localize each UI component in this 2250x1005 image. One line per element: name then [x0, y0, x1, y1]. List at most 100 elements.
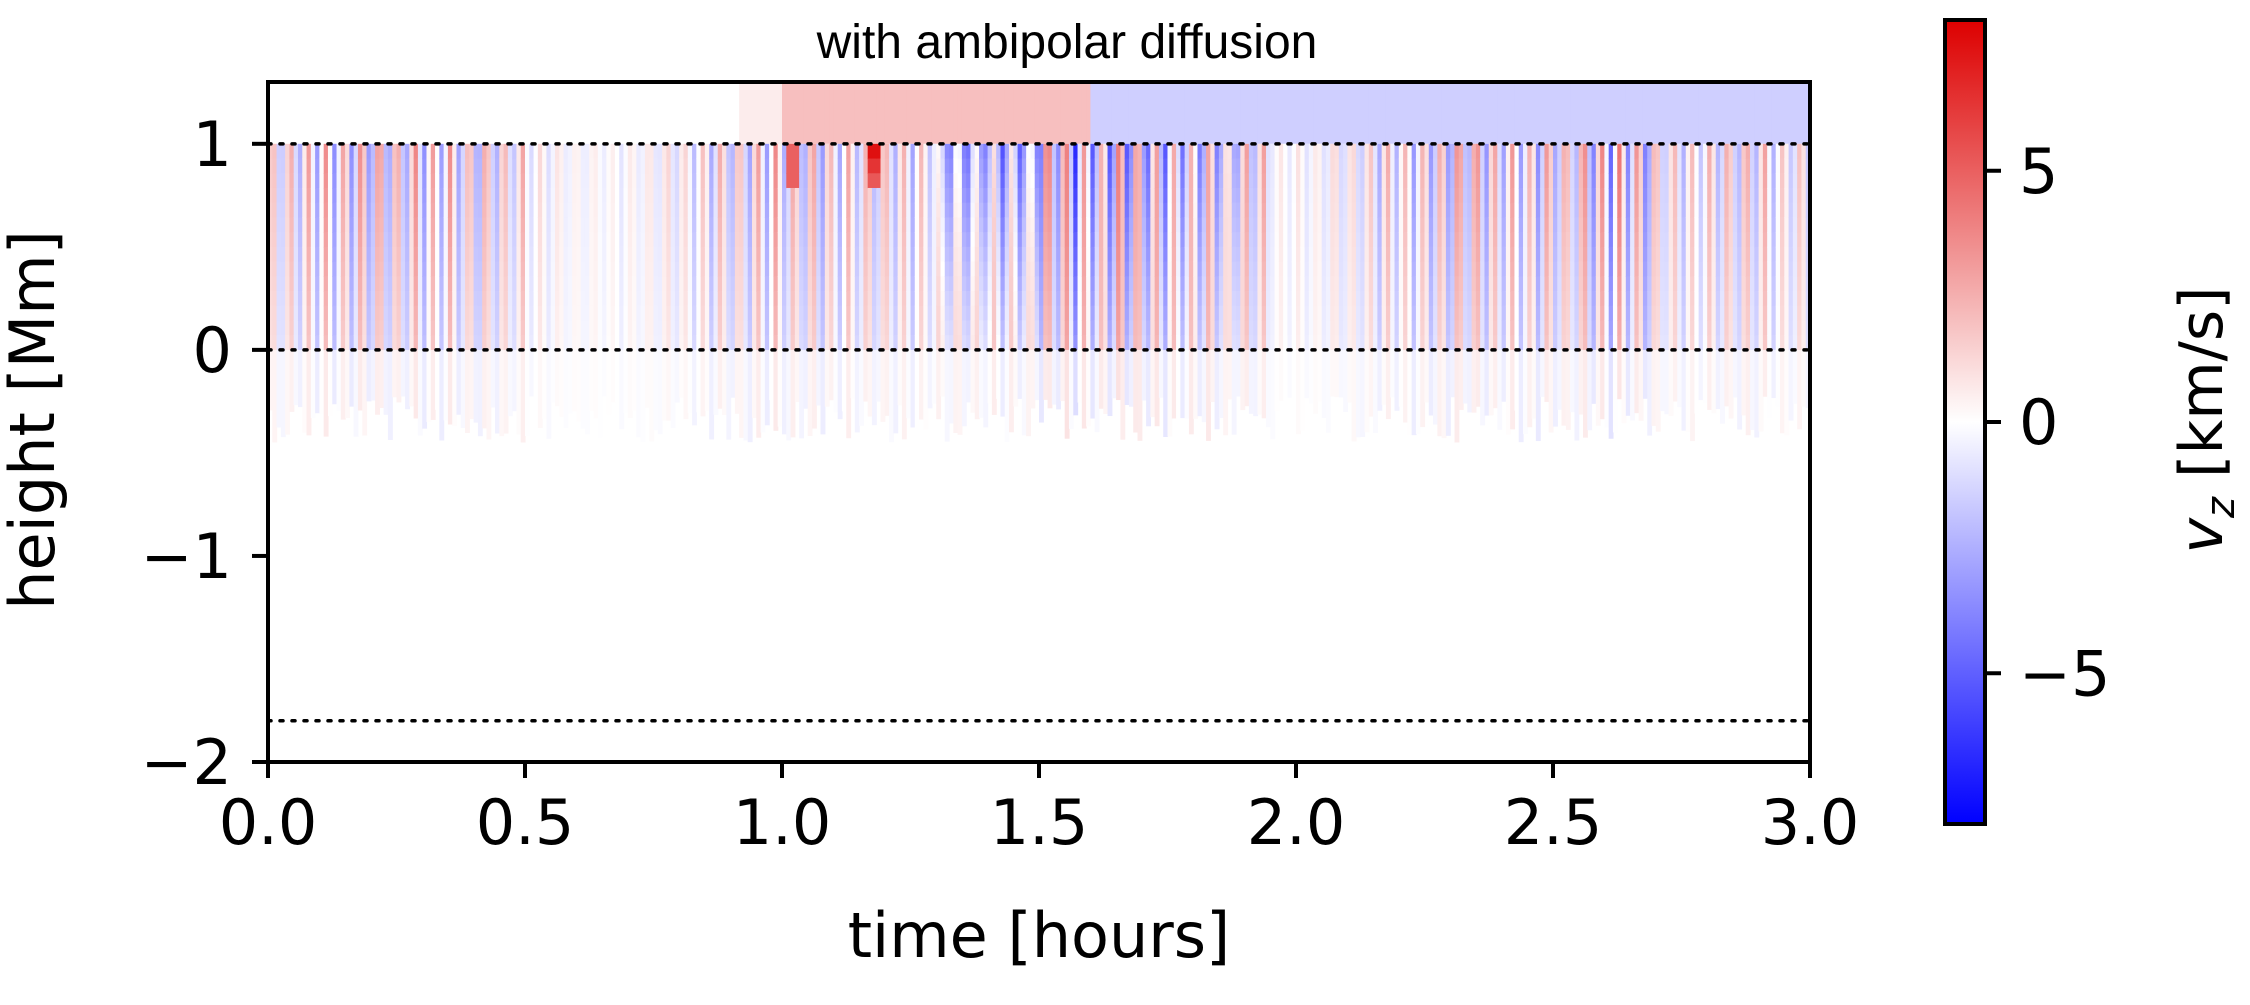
heatmap-cell	[876, 158, 882, 174]
heatmap-cell	[893, 143, 899, 160]
heatmap-cell	[1171, 202, 1177, 219]
heatmap-cell	[760, 335, 766, 351]
heatmap-cell	[559, 246, 565, 263]
heatmap-cell	[811, 305, 817, 322]
heatmap-cell	[400, 305, 406, 322]
heatmap-cell	[1424, 261, 1430, 277]
heatmap-cell	[516, 291, 522, 307]
heatmap-cell	[563, 349, 569, 429]
heatmap-cell	[319, 276, 325, 292]
heatmap-cell	[889, 217, 894, 233]
heatmap-cell	[837, 217, 843, 233]
heatmap-cell	[824, 158, 830, 174]
heatmap-cell	[1471, 276, 1477, 292]
heatmap-cell	[289, 143, 295, 160]
heatmap-cell	[764, 261, 770, 277]
heatmap-cell	[820, 187, 826, 204]
heatmap-cell	[717, 320, 723, 336]
heatmap-cell	[1325, 202, 1331, 219]
heatmap-column	[1223, 82, 1229, 436]
heatmap-cell	[1317, 202, 1323, 219]
heatmap-cell	[430, 232, 436, 248]
heatmap-cell	[850, 320, 856, 336]
heatmap-cell	[1021, 232, 1027, 248]
heatmap-cell	[859, 276, 864, 292]
heatmap-cell	[477, 158, 483, 174]
heatmap-column	[310, 82, 316, 419]
heatmap-cell	[447, 82, 453, 144]
heatmap-column	[400, 82, 406, 397]
heatmap-cell	[820, 202, 826, 219]
heatmap-cell	[268, 82, 273, 144]
heatmap-cell	[747, 232, 753, 248]
heatmap-cell	[704, 232, 710, 248]
heatmap-cell	[1184, 158, 1190, 174]
heatmap-cell	[486, 305, 492, 322]
heatmap-cell	[1497, 202, 1503, 219]
heatmap-column	[1004, 82, 1010, 442]
heatmap-cell	[893, 187, 899, 204]
heatmap-cell	[1381, 261, 1387, 277]
heatmap-cell	[1488, 305, 1494, 322]
heatmap-cell	[794, 246, 800, 263]
heatmap-cell	[790, 246, 796, 263]
heatmap-cell	[1133, 349, 1139, 433]
heatmap-cell	[1394, 202, 1400, 219]
heatmap-cell	[285, 187, 291, 204]
heatmap-cell	[884, 349, 890, 416]
heatmap-cell	[704, 143, 710, 160]
heatmap-cell	[465, 232, 470, 248]
heatmap-cell	[953, 202, 959, 219]
heatmap-cell	[1068, 232, 1074, 248]
heatmap-cell	[709, 276, 715, 292]
heatmap-cell	[910, 276, 916, 292]
heatmap-column	[1077, 82, 1083, 403]
heatmap-cell	[1394, 276, 1400, 292]
heatmap-cell	[272, 320, 278, 336]
heatmap-cell	[1116, 305, 1121, 322]
heatmap-cell	[657, 158, 663, 174]
heatmap-cell	[692, 335, 697, 351]
heatmap-cell	[919, 173, 924, 189]
heatmap-cell	[1523, 320, 1528, 336]
heatmap-cell	[610, 276, 616, 292]
heatmap-cell	[353, 202, 359, 219]
heatmap-cell	[1403, 82, 1408, 144]
heatmap-cell	[602, 349, 607, 397]
heatmap-cell	[1351, 349, 1357, 442]
heatmap-cell	[1385, 246, 1391, 263]
heatmap-cell	[906, 82, 912, 144]
heatmap-cell	[396, 305, 402, 322]
heatmap-cell	[1493, 291, 1498, 307]
heatmap-cell	[730, 82, 736, 144]
heatmap-cell	[1120, 158, 1126, 174]
heatmap-cell	[996, 82, 1002, 144]
heatmap-cell	[1458, 320, 1464, 336]
heatmap-cell	[315, 158, 320, 174]
heatmap-cell	[949, 335, 954, 351]
heatmap-column	[752, 82, 757, 418]
heatmap-cell	[811, 320, 817, 336]
heatmap-cell	[392, 158, 398, 174]
heatmap-cell	[983, 158, 989, 174]
heatmap-cell	[1501, 217, 1507, 233]
heatmap-cell	[927, 173, 933, 189]
heatmap-cell	[623, 305, 629, 322]
heatmap-cell	[949, 187, 954, 204]
heatmap-cell	[666, 335, 672, 351]
heatmap-cell	[662, 232, 667, 248]
heatmap-cell	[1103, 217, 1109, 233]
heatmap-cell	[1240, 305, 1246, 322]
heatmap-cell	[692, 261, 697, 277]
heatmap-cell	[370, 173, 376, 189]
heatmap-cell	[546, 232, 552, 248]
heatmap-cell	[747, 143, 753, 160]
heatmap-column	[944, 82, 950, 442]
heatmap-cell	[1116, 143, 1121, 160]
heatmap-cell	[285, 305, 291, 322]
heatmap-cell	[443, 187, 449, 204]
heatmap-cell	[679, 173, 685, 189]
heatmap-cell	[662, 246, 667, 263]
heatmap-column	[1056, 82, 1062, 410]
heatmap-cell	[1073, 291, 1079, 307]
